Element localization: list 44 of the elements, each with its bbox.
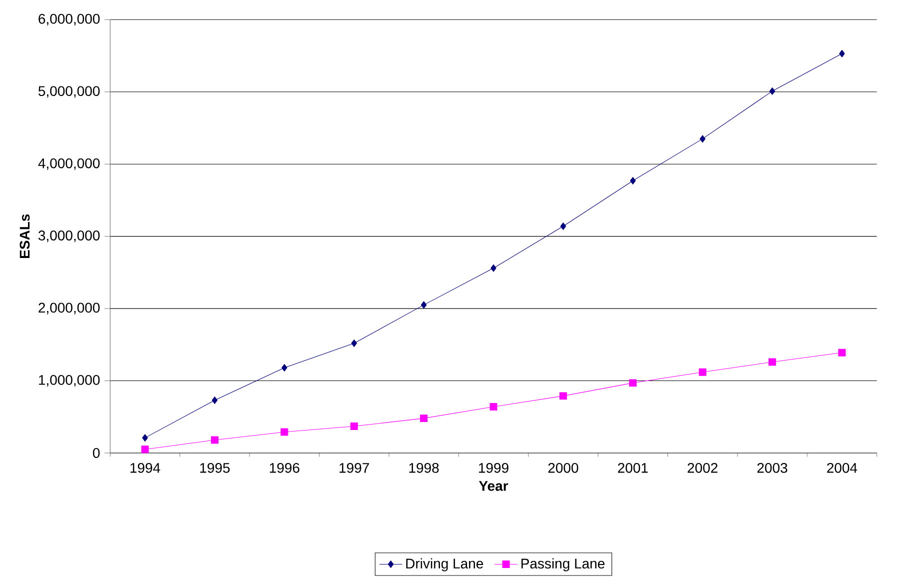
point <box>350 422 358 430</box>
y-tick-label: 1,000,000 <box>38 374 100 387</box>
point <box>839 50 845 58</box>
y-tick-label: 2,000,000 <box>38 302 100 314</box>
x-tick-label: 1999 <box>478 462 508 473</box>
x-tick-label: 1998 <box>409 462 439 473</box>
y-axis-title: ESALs <box>20 214 30 258</box>
point <box>420 301 427 309</box>
y-tick-label: 5,000,000 <box>38 86 100 98</box>
x-tick-label: 1994 <box>130 462 160 473</box>
point <box>280 428 288 436</box>
legend-label: Passing Lane <box>521 558 605 572</box>
x-tick-label: 1995 <box>200 462 230 473</box>
x-axis-title: Year <box>478 481 508 491</box>
point <box>768 358 776 366</box>
x-tick-label: 1996 <box>270 462 300 473</box>
y-tick-label: 0 <box>92 448 100 458</box>
point <box>490 403 498 410</box>
point <box>769 87 776 95</box>
point <box>630 176 636 184</box>
y-tick-label: 4,000,000 <box>38 158 100 170</box>
point <box>142 434 148 442</box>
x-tick-label: 2002 <box>688 462 718 473</box>
point <box>698 368 706 376</box>
point <box>212 396 218 404</box>
point <box>141 446 149 454</box>
x-tick-label: 2000 <box>548 462 578 473</box>
point <box>629 379 637 387</box>
x-tick-label: 2003 <box>757 462 788 473</box>
point <box>282 364 288 372</box>
point <box>420 414 428 422</box>
y-tick-label: 6,000,000 <box>38 14 100 26</box>
point <box>560 222 566 230</box>
point <box>210 436 218 444</box>
x-tick-label: 2001 <box>618 462 648 473</box>
legend-label: Driving Lane <box>406 558 484 572</box>
x-tick-label: 2004 <box>827 462 858 473</box>
point <box>351 339 357 347</box>
point <box>490 264 496 272</box>
y-tick-label: 3,000,000 <box>38 230 100 242</box>
point <box>700 135 706 143</box>
point <box>559 392 567 400</box>
point <box>838 348 846 356</box>
x-tick-label: 1997 <box>340 462 369 473</box>
